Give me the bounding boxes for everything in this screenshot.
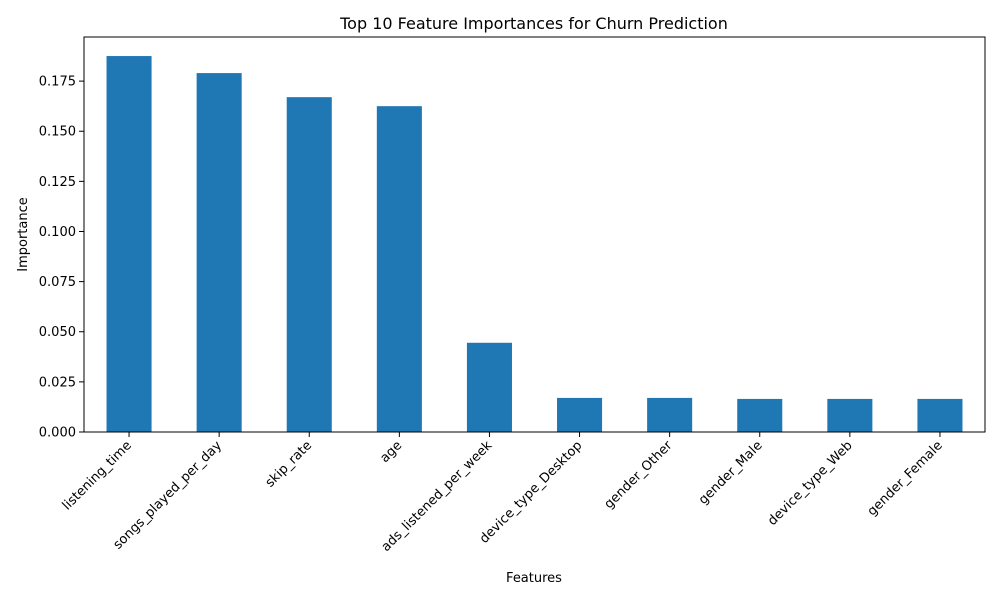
x-tick-label-gender_Other: gender_Other — [602, 438, 676, 512]
x-axis-label: Features — [506, 571, 562, 586]
x-tick-label-gender_Female: gender_Female — [865, 438, 946, 519]
x-tick-label-age: age — [377, 438, 405, 466]
x-tick-label-skip_rate: skip_rate — [263, 438, 315, 490]
y-tick-label: 0.100 — [39, 225, 76, 240]
x-tick-label-gender_Male: gender_Male — [696, 438, 766, 508]
x-tick-label-device_type_Desktop: device_type_Desktop — [477, 438, 585, 546]
y-tick-label: 0.125 — [39, 175, 76, 190]
y-axis-label: Importance — [16, 197, 31, 272]
y-axis-ticks: 0.000 0.025 0.050 0.075 0.100 0.125 0.150 0.175 — [39, 75, 84, 441]
y-tick-label: 0.025 — [39, 375, 76, 390]
bar-ads_listened_per_week — [466, 342, 512, 432]
x-tick-label-listening_time: listening_time — [60, 438, 135, 513]
bar-device_type_Web — [827, 398, 873, 432]
chart-title: Top 10 Feature Importances for Churn Pre… — [339, 14, 728, 33]
bar-songs_played_per_day — [196, 73, 242, 432]
bar-gender_Other — [647, 397, 693, 432]
x-tick-label-device_type_Web: device_type_Web — [765, 438, 856, 529]
y-tick-label: 0.075 — [39, 275, 76, 290]
plot-frame — [83, 36, 986, 433]
y-tick-label: 0.175 — [39, 75, 76, 90]
y-tick-label: 0.150 — [39, 125, 76, 140]
bar-gender_Male — [737, 398, 783, 432]
bar-listening_time — [106, 56, 152, 433]
y-tick-label: 0.050 — [39, 325, 76, 340]
bars-group — [106, 56, 963, 433]
bar-skip_rate — [286, 97, 332, 432]
bar-age — [376, 106, 422, 433]
bar-gender_Female — [917, 398, 963, 432]
y-tick-label: 0.000 — [39, 426, 76, 441]
bar-device_type_Desktop — [557, 397, 603, 432]
